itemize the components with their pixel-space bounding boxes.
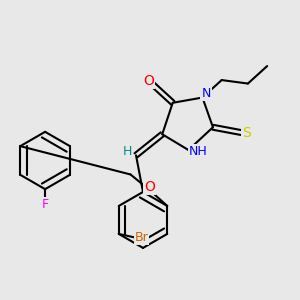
Text: S: S [242, 125, 250, 140]
Text: O: O [143, 74, 155, 88]
Text: N: N [201, 87, 211, 100]
Text: O: O [144, 180, 155, 194]
Text: H: H [123, 145, 132, 158]
Text: NH: NH [189, 145, 208, 158]
Text: F: F [41, 198, 49, 211]
Text: Br: Br [135, 231, 148, 244]
